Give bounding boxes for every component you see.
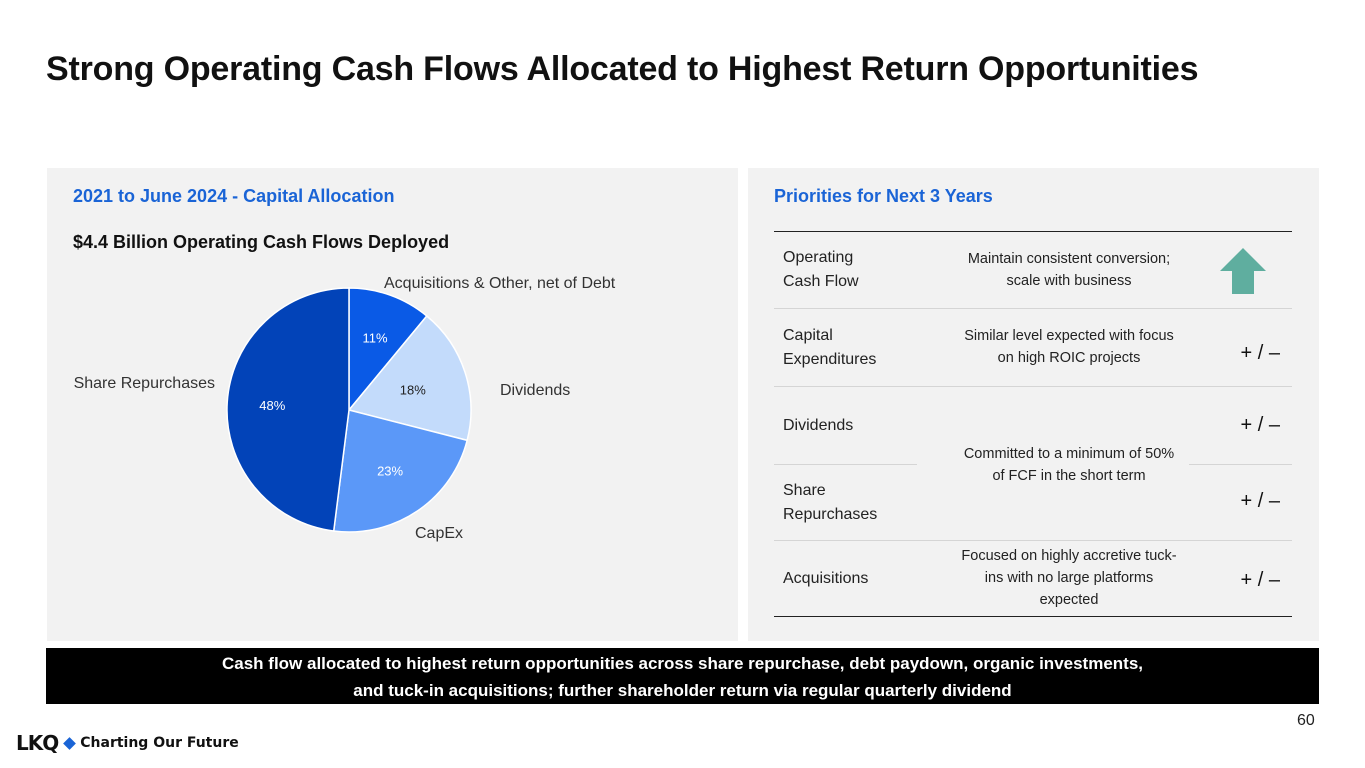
logo-tagline: Charting Our Future <box>80 735 239 751</box>
pie-category-labels: Acquisitions & Other, net of Debt Dividen… <box>74 275 616 542</box>
chart-subtitle: $4.4 Billion Operating Cash Flows Deploy… <box>73 232 450 252</box>
logo-wordmark: LKQ <box>16 731 59 755</box>
priority-category: Dividends <box>783 417 854 434</box>
summary-banner: Cash flow allocated to highest return op… <box>46 648 1319 704</box>
pie-slices <box>226 287 472 533</box>
pie-value-label: 23% <box>377 464 403 479</box>
row-divider <box>774 464 917 465</box>
summary-banner-line-2: and tuck-in acquisitions; further shareh… <box>353 681 1012 700</box>
priority-row-capital-expenditures: Capital Expenditures Similar level expec… <box>774 309 1292 387</box>
page-number: 60 <box>1297 712 1315 729</box>
pie-value-label: 18% <box>400 382 426 397</box>
priority-row-dividends: Dividends + / – Committed to a minimum o… <box>774 387 1292 484</box>
priority-description: Similar level expected with focus on hig… <box>964 328 1174 366</box>
priority-row-share-repurchases: Share Repurchases + / – <box>774 465 1292 541</box>
diamond-icon <box>63 736 77 750</box>
pie-slice-capex <box>332 409 469 533</box>
row-divider <box>1189 464 1292 465</box>
pie-slice-dividends <box>347 314 472 442</box>
priorities-table: Operating Cash Flow Maintain consistent … <box>774 231 1292 617</box>
pie-category-label: CapEx <box>415 525 463 542</box>
plus-minus-indicator: + / – <box>1240 490 1280 512</box>
priority-category: Share Repurchases <box>783 482 878 523</box>
priority-category: Capital Expenditures <box>783 327 877 368</box>
priority-row-operating-cash-flow: Operating Cash Flow Maintain consistent … <box>774 232 1292 309</box>
priority-description: Maintain consistent conversion; scale wi… <box>967 251 1171 289</box>
summary-banner-line-1: Cash flow allocated to highest return op… <box>221 654 1144 673</box>
up-arrow-icon <box>1220 248 1266 294</box>
slide-title: Strong Operating Cash Flows Allocated to… <box>46 50 1199 88</box>
capital-allocation-panel: 2021 to June 2024 - Capital Allocation $… <box>47 168 738 641</box>
pie-category-label: Share Repurchases <box>74 375 215 392</box>
priority-category: Operating Cash Flow <box>783 249 859 290</box>
plus-minus-indicator: + / – <box>1240 414 1280 436</box>
capital-allocation-pie-chart: 11% 18% 23% 48% Acquisitions & Other, net o… <box>74 275 616 542</box>
priority-description: Focused on highly accretive tuck- ins wi… <box>961 548 1177 608</box>
pie-category-label: Acquisitions & Other, net of Debt <box>384 275 616 292</box>
priority-category: Acquisitions <box>783 570 869 587</box>
pie-value-label: 48% <box>259 398 285 413</box>
capital-allocation-heading: 2021 to June 2024 - Capital Allocation <box>73 186 395 206</box>
pie-value-labels: 11% 18% 23% 48% <box>259 331 426 479</box>
shared-priority-description: Committed to a minimum of 50% of FCF in … <box>963 446 1175 484</box>
pie-slice-share-repurchases <box>226 287 350 532</box>
priorities-heading: Priorities for Next 3 Years <box>774 186 993 206</box>
plus-minus-indicator: + / – <box>1240 342 1280 364</box>
lkq-logo: LKQ Charting Our Future <box>16 731 239 755</box>
pie-value-label: 11% <box>362 331 387 346</box>
priority-row-acquisitions: Acquisitions Focused on highly accretive… <box>774 541 1292 617</box>
priorities-panel: Priorities for Next 3 Years Operating Ca… <box>748 168 1319 641</box>
pie-category-label: Dividends <box>500 382 570 399</box>
pie-slice-acquisitions-other-net-of-debt <box>348 287 428 413</box>
plus-minus-indicator: + / – <box>1240 569 1280 591</box>
